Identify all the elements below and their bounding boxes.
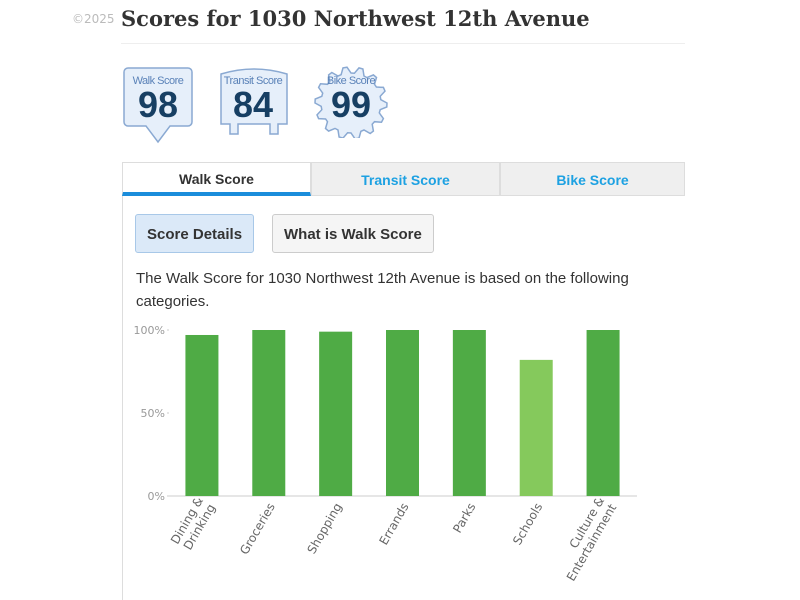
x-tick-label-line: Parks xyxy=(450,501,478,536)
bar xyxy=(185,334,219,496)
bus-icon xyxy=(220,68,288,135)
category-bar-chart: 0% 50% 100% Dining &Drinking Groceries Shoppi… xyxy=(134,324,637,583)
x-tick-label-line: Groceries xyxy=(237,501,278,558)
transit-score-badge: Transit Score 84 xyxy=(218,66,288,135)
tab-bike-score[interactable]: Bike Score xyxy=(500,162,685,196)
divider xyxy=(121,43,685,44)
badge-label: Bike Score xyxy=(326,75,376,87)
badge-value: 84 xyxy=(232,84,274,125)
x-tick-label-line: Errands xyxy=(376,501,411,548)
y-tick-label: 50% xyxy=(141,407,165,420)
bar xyxy=(452,330,486,496)
tab-walk-score[interactable]: Walk Score xyxy=(122,162,311,196)
x-tick-label-line: Schools xyxy=(510,501,545,548)
badge-value: 99 xyxy=(330,84,372,125)
bar xyxy=(252,330,286,496)
badge-value: 98 xyxy=(137,84,179,125)
x-tick-label: Parks xyxy=(450,501,478,536)
x-tick-label: Shopping xyxy=(304,501,344,557)
bike-score-badge: Bike Score 99 xyxy=(312,66,390,138)
gear-icon xyxy=(314,66,388,138)
pin-icon xyxy=(123,67,193,144)
x-tick-label: Culture &Entertainment xyxy=(552,494,620,583)
x-tick-label: Groceries xyxy=(237,501,278,558)
y-tick-label: 100% xyxy=(134,324,165,337)
x-tick-label: Errands xyxy=(376,501,411,548)
bar xyxy=(386,330,419,496)
what-is-walk-score-button[interactable]: What is Walk Score xyxy=(272,214,434,253)
copyright-watermark: ©2025 xyxy=(72,12,115,26)
x-tick-label: Schools xyxy=(510,501,545,548)
page-title: Scores for 1030 Northwest 12th Avenue xyxy=(121,6,590,31)
score-details-button[interactable]: Score Details xyxy=(135,214,255,253)
panel-border xyxy=(122,162,123,600)
badge-label: Transit Score xyxy=(223,75,283,87)
x-tick-label: Dining &Drinking xyxy=(168,495,218,554)
x-tick-label-line: Shopping xyxy=(304,501,344,557)
walk-score-badge: Walk Score 98 xyxy=(123,66,193,144)
badge-label: Walk Score xyxy=(132,75,184,87)
bar xyxy=(586,330,620,496)
description: The Walk Score for 1030 Northwest 12th A… xyxy=(136,270,629,310)
tab-transit-score[interactable]: Transit Score xyxy=(311,162,500,196)
bar xyxy=(319,331,353,496)
bar xyxy=(519,359,553,496)
y-tick-label: 0% xyxy=(148,490,165,503)
